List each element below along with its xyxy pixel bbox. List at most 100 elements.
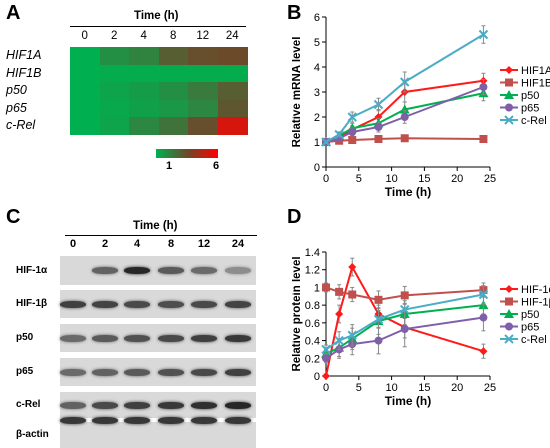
y-tick-label: 1.4: [305, 247, 320, 259]
x-tick-label: 0: [323, 173, 329, 185]
legend-label: p65: [521, 322, 539, 334]
blot-band: [124, 334, 150, 342]
y-tick-label: 1.2: [305, 265, 320, 277]
heatmap-gene-label: HIF1B: [6, 65, 42, 80]
heatmap-cell: [70, 99, 100, 118]
panel-letter-a: A: [6, 2, 21, 24]
x-tick-label: 15: [418, 173, 430, 185]
blot-band: [60, 368, 86, 376]
data-point: [479, 135, 488, 143]
x-tick-label: 5: [356, 173, 362, 185]
heatmap-cell: [158, 47, 189, 65]
blot-band: [60, 300, 86, 308]
data-point: [348, 136, 357, 144]
heatmap-cell: [158, 99, 189, 118]
data-point: [373, 314, 384, 325]
y-tick-label: 2: [314, 112, 320, 124]
blot-row-label: HIF-1α: [16, 264, 48, 276]
data-point: [505, 322, 513, 331]
heatmap-cell: [158, 82, 189, 100]
x-tick-label: 20: [451, 173, 463, 185]
blot-time-label: Time (h): [133, 220, 178, 232]
data-point: [400, 304, 410, 315]
data-point: [374, 135, 383, 143]
data-point: [373, 99, 384, 110]
y-tick-label: 1: [314, 137, 320, 149]
x-tick-label: 15: [418, 382, 430, 394]
y-tick-label: 5: [314, 37, 320, 49]
blot-strip: [60, 392, 256, 418]
data-point: [504, 309, 514, 318]
heatmap-cell: [217, 64, 248, 83]
blot-band: [225, 368, 251, 376]
blot-band: [158, 368, 184, 376]
heatmap-cell: [99, 47, 130, 65]
blot-time-tick: 0: [69, 238, 77, 250]
heatmap-cell: [70, 47, 100, 65]
y-tick-label: 0: [314, 162, 320, 174]
data-point: [478, 29, 489, 40]
data-point: [334, 335, 344, 346]
blot-row-label: c-Rel: [16, 399, 41, 410]
x-tick-label: 10: [385, 382, 397, 394]
data-point: [334, 129, 344, 140]
heatmap-scale-min: 1: [166, 160, 173, 172]
data-point: [321, 137, 331, 147]
heatmap-cell: [129, 99, 159, 118]
blot-time-tick: 4: [133, 238, 141, 250]
legend-label: c-Rel: [521, 334, 547, 346]
heatmap-cell: [129, 82, 159, 100]
data-point: [400, 134, 409, 143]
x-tick-label: 5: [356, 382, 362, 394]
y-axis-label: Relative mRNA level: [292, 37, 303, 148]
data-point: [505, 66, 513, 74]
blot-row-label: β-actin: [16, 429, 49, 440]
legend-label: p50: [521, 90, 539, 102]
heatmap-cell: [188, 117, 218, 135]
y-tick-label: 0.4: [305, 336, 320, 348]
data-point: [399, 104, 410, 114]
blot-band: [124, 300, 150, 308]
heatmap-cell: [188, 99, 218, 118]
blot-band: [191, 300, 217, 308]
blot-band: [225, 334, 251, 342]
data-point: [505, 103, 513, 112]
data-point: [374, 123, 383, 131]
panel-letter-d: D: [287, 206, 302, 228]
heatmap-header-rule: [70, 26, 246, 27]
heatmap-cell: [217, 47, 248, 65]
blot-strip: [60, 256, 256, 285]
data-point: [504, 334, 514, 344]
data-point: [400, 325, 409, 334]
blot-band: [158, 267, 184, 274]
blot-band: [158, 334, 184, 342]
y-tick-label: 4: [314, 62, 320, 74]
heatmap-cell: [70, 82, 100, 100]
heatmap-gene-label: p50: [6, 83, 27, 97]
heatmap-cell: [70, 64, 100, 83]
x-axis-label: Time (h): [385, 185, 431, 199]
blot-band: [92, 401, 118, 409]
heatmap-time-tick: 4: [140, 30, 147, 42]
blot-band: [191, 267, 217, 274]
data-point: [322, 354, 330, 363]
heatmap-cell: [129, 64, 159, 83]
blot-time-tick: 2: [101, 238, 109, 250]
heatmap-time-tick: 0: [81, 30, 88, 42]
heatmap-cell: [99, 99, 130, 118]
y-tick-label: 0: [314, 371, 320, 383]
y-tick-label: 1: [314, 282, 320, 294]
data-point: [479, 313, 488, 322]
heatmap-cell: [158, 117, 189, 135]
data-point: [348, 290, 357, 299]
blot-row-label: HIF-1β: [16, 298, 48, 309]
x-tick-label: 0: [323, 382, 329, 394]
heatmap-cell: [217, 99, 248, 118]
heatmap-time-label: Time (h): [134, 10, 179, 22]
heatmap-cell: [217, 82, 248, 100]
blot-time-tick: 12: [197, 238, 211, 250]
data-point: [374, 336, 383, 345]
heatmap-color-scale: [156, 149, 218, 158]
x-tick-label: 20: [451, 382, 463, 394]
